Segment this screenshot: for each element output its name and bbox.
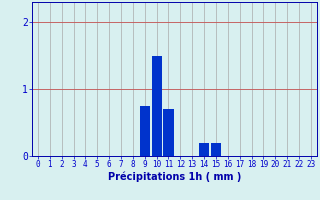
Bar — [211, 143, 221, 156]
Bar — [152, 56, 162, 156]
Bar — [164, 109, 173, 156]
Bar — [140, 106, 150, 156]
Bar — [199, 143, 209, 156]
X-axis label: Précipitations 1h ( mm ): Précipitations 1h ( mm ) — [108, 172, 241, 182]
